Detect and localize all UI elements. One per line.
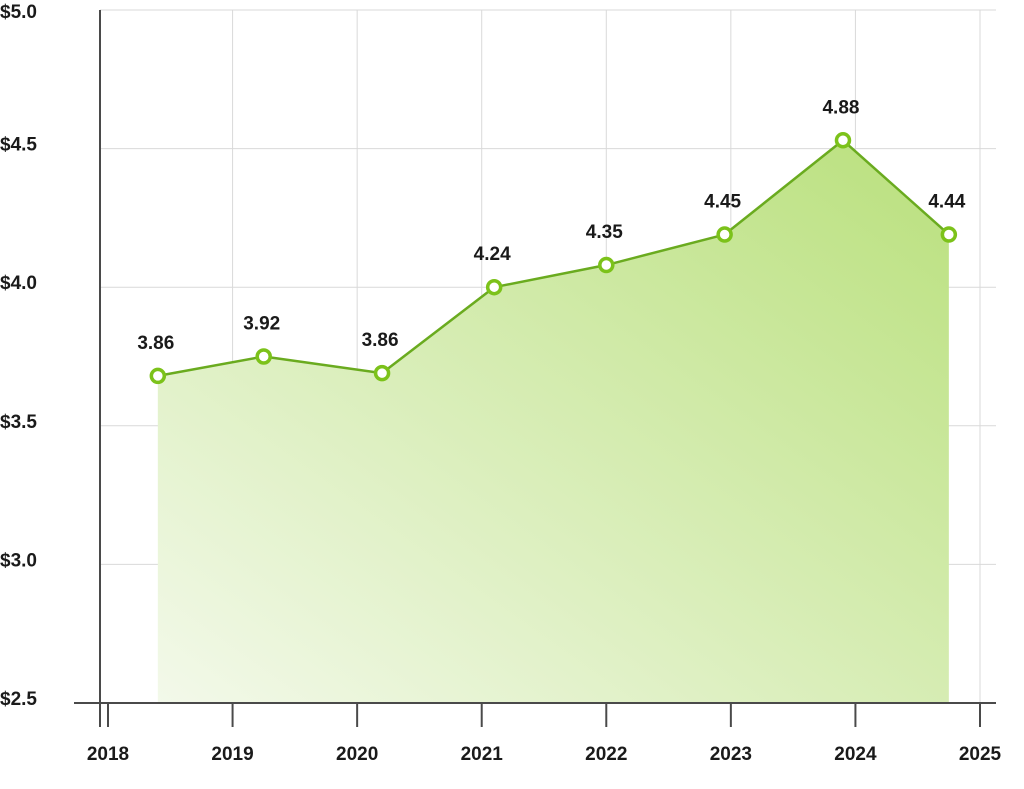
data-label: 4.24 — [474, 244, 511, 265]
data-point — [716, 226, 733, 243]
data-point — [940, 226, 958, 243]
data-label: 4.45 — [704, 192, 741, 213]
y-tick-label: $5.0 — [0, 2, 37, 23]
series-line — [157, 139, 950, 378]
data-points — [149, 132, 958, 385]
data-label: 4.88 — [822, 97, 859, 118]
y-tick-label: $4.0 — [0, 273, 37, 294]
y-tick-label: $2.5 — [0, 689, 37, 710]
data-label: 3.86 — [137, 333, 174, 354]
x-tick-label: 2023 — [710, 744, 752, 765]
data-label: 3.92 — [243, 314, 280, 335]
x-tick-label: 2021 — [461, 744, 504, 765]
x-tick-label: 2024 — [834, 744, 877, 765]
y-tick-label: $4.5 — [0, 135, 37, 156]
x-tick-label: 2019 — [211, 744, 253, 765]
data-label: 4.44 — [928, 192, 965, 213]
y-tick-label: $3.5 — [0, 412, 37, 433]
data-point — [834, 132, 852, 149]
area-fill-group — [157, 140, 949, 703]
x-tick-label: 2020 — [336, 744, 378, 765]
x-tick-label: 2025 — [959, 744, 1002, 765]
data-point — [149, 367, 167, 385]
data-point — [598, 256, 615, 274]
data-label: 4.35 — [586, 222, 623, 243]
data-labels: 3.86 3.92 3.86 4.24 4.35 4.45 4.88 4.44 — [137, 97, 965, 354]
area-fill — [157, 140, 949, 703]
tick-labels: 2018 2019 2020 2021 2022 2023 2024 2025 $2.5 $3.0… — [0, 2, 1002, 765]
data-point — [255, 348, 272, 365]
axes — [74, 10, 996, 727]
x-tick-label: 2022 — [585, 744, 627, 765]
y-tick-label: $3.0 — [0, 550, 37, 571]
data-point — [485, 278, 503, 296]
data-point — [373, 364, 391, 382]
x-tick-label: 2018 — [87, 744, 129, 765]
series-line-group — [157, 139, 950, 378]
data-label: 3.86 — [362, 330, 399, 351]
